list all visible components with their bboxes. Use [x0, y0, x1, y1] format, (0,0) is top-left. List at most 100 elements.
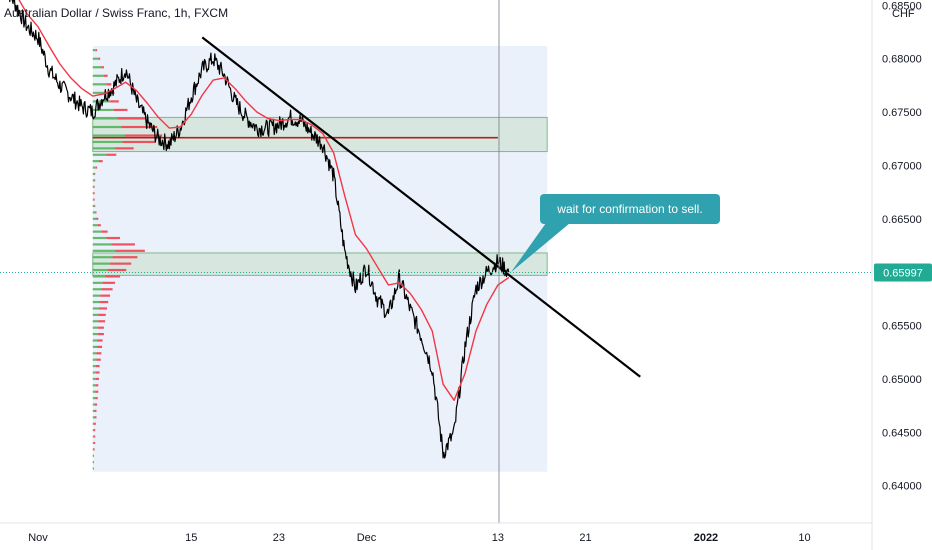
price-series	[9, 0, 510, 459]
volume-bar-up	[92, 236, 107, 240]
x-tick-label: 15	[185, 532, 197, 544]
volume-bar-up	[92, 125, 122, 129]
y-tick-label: 0.65000	[882, 374, 922, 386]
volume-bar-down	[95, 384, 99, 387]
volume-bar-up	[92, 243, 112, 246]
volume-bar-down	[122, 140, 156, 144]
volume-bar-up	[92, 403, 95, 406]
volume-bar-down	[93, 461, 94, 464]
volume-bar-up	[92, 179, 95, 182]
volume-bar-down	[99, 300, 109, 304]
volume-bar-up	[92, 256, 113, 259]
volume-bar-up	[92, 326, 98, 329]
volume-bar-down	[101, 288, 113, 291]
volume-bar-down	[96, 358, 101, 361]
volume-bar-up	[92, 172, 95, 176]
volume-bar-down	[93, 467, 94, 470]
volume-bar-up	[92, 416, 95, 419]
volume-bar-down	[106, 83, 112, 86]
volume-bar-up	[92, 91, 109, 94]
volume-bar-down	[121, 125, 158, 129]
volume-bar-down	[115, 147, 134, 150]
volume-bar-down	[94, 409, 97, 413]
volume-bar-up	[92, 294, 101, 297]
volume-bar-up	[92, 365, 96, 368]
supply-zone[interactable]	[92, 252, 548, 276]
volume-bar-up	[92, 134, 125, 137]
volume-bar-up	[92, 307, 99, 310]
volume-bar-up	[92, 429, 94, 432]
volume-bar-up	[92, 339, 98, 342]
volume-bar-up	[92, 441, 94, 445]
x-tick-label: 21	[579, 532, 591, 544]
volume-bar-up	[92, 390, 96, 393]
currency-label: CHF	[892, 8, 915, 20]
volume-bar-up	[92, 275, 106, 278]
volume-bar-up	[92, 249, 116, 252]
y-tick-label: 0.64000	[882, 481, 922, 493]
y-tick-label: 0.67000	[882, 160, 922, 172]
volume-bar-down	[102, 281, 116, 284]
x-tick-label: Nov	[28, 532, 48, 544]
volume-bar-up	[92, 211, 96, 214]
y-tick-label: 0.68500	[882, 0, 922, 12]
callout-box[interactable]	[540, 194, 720, 224]
volume-bar-up	[92, 371, 96, 374]
volume-bar-down	[98, 57, 101, 60]
callout-text: wait for confirmation to sell.	[556, 202, 702, 216]
volume-bar-down	[95, 49, 98, 52]
volume-bar-up	[92, 268, 108, 272]
volume-bar-up	[92, 153, 107, 156]
volume-bar-down	[94, 172, 96, 176]
volume-bar-down	[95, 397, 98, 400]
x-tick-label: 13	[492, 532, 504, 544]
volume-bar-up	[92, 166, 96, 169]
volume-bar-up	[92, 397, 96, 400]
volume-bar-down	[97, 326, 104, 329]
volume-bar-up	[92, 409, 95, 413]
y-tick-label: 0.64500	[882, 427, 922, 439]
callout-pointer	[511, 223, 570, 273]
volume-bar-down	[100, 294, 111, 297]
volume-bar-down	[98, 160, 103, 163]
x-tick-label: 10	[798, 532, 810, 544]
volume-bar-down	[94, 403, 98, 406]
volume-bar-up	[92, 313, 99, 316]
trend-line[interactable]	[201, 36, 641, 378]
x-tick-label: Dec	[357, 532, 377, 544]
volume-bar-down	[97, 332, 104, 336]
volume-bar-up	[92, 448, 94, 451]
volume-bar-up	[92, 224, 98, 227]
volume-bar-up	[92, 74, 104, 77]
volume-bar-down	[101, 66, 104, 69]
volume-bar-up	[92, 467, 94, 470]
volume-bar-down	[95, 377, 99, 381]
volume-bar-up	[92, 108, 114, 112]
volume-bar-up	[92, 66, 102, 69]
volume-bar-down	[105, 275, 121, 278]
volume-bar-down	[95, 390, 99, 393]
volume-bar-down	[93, 422, 96, 425]
volume-bar-down	[97, 224, 101, 227]
y-tick-label: 0.66500	[882, 214, 922, 226]
volume-bar-up	[92, 198, 94, 201]
time-axis-panel[interactable]	[0, 523, 932, 550]
volume-bar-down	[95, 371, 100, 374]
volume-bar-down	[93, 429, 96, 432]
volume-bar-up	[92, 217, 97, 220]
last-price-label: 0.65997	[883, 267, 923, 279]
volume-bar-up	[92, 422, 94, 425]
volume-bar-down	[93, 198, 95, 201]
volume-bar-down	[95, 211, 97, 214]
volume-bar-up	[92, 461, 94, 464]
volume-bar-up	[92, 384, 96, 387]
volume-bar-up	[92, 320, 99, 323]
volume-bar-down	[98, 320, 106, 323]
y-tick-label: 0.67500	[882, 107, 922, 119]
volume-bar-up	[92, 262, 111, 265]
volume-bar-down	[115, 249, 145, 252]
volume-bar-down	[97, 345, 103, 348]
volume-bar-up	[92, 332, 98, 336]
